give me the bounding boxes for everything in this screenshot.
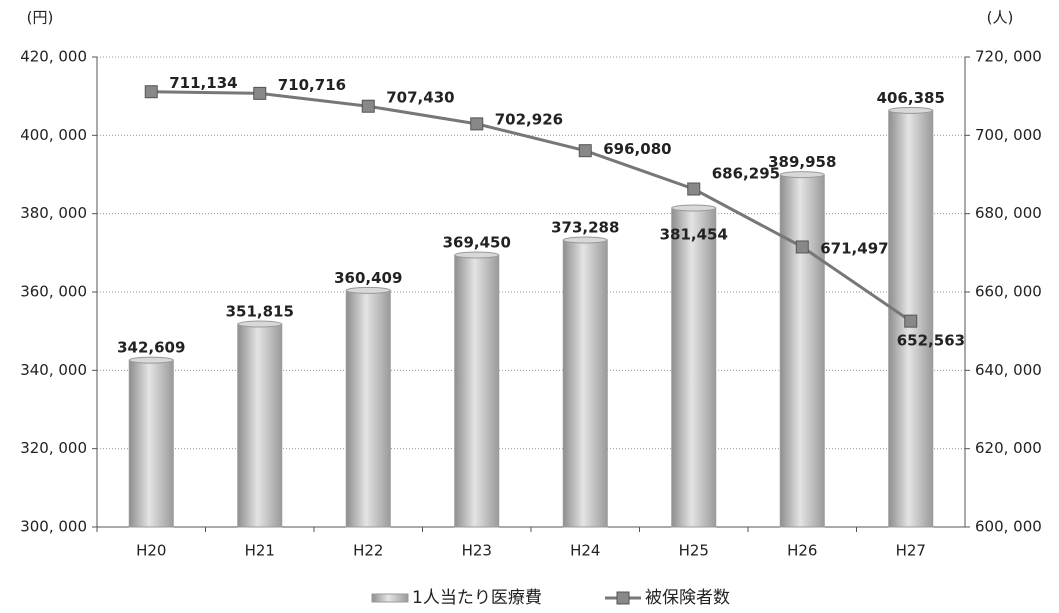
- line: [151, 90, 912, 323]
- x-tick-label: H26: [787, 542, 817, 560]
- line-value-label: 671,497: [820, 239, 888, 257]
- bar-cap: [671, 204, 717, 212]
- line-marker: [361, 99, 375, 113]
- y2-tick-label: 680, 000: [975, 204, 1042, 222]
- bar-value-label: 351,815: [226, 303, 294, 321]
- bar: [345, 289, 391, 528]
- x-tick-label: H27: [896, 542, 926, 560]
- bar-cap: [128, 356, 174, 364]
- line-value-label: 652,563: [897, 332, 965, 350]
- bar-value-label: 360,409: [334, 269, 402, 287]
- bar: [671, 207, 717, 528]
- line-value-label: 710,716: [278, 76, 346, 94]
- y2-unit: (人): [987, 9, 1014, 27]
- bar-value-label: 389,958: [768, 153, 836, 171]
- legend-label: 1人当たり医療費: [412, 588, 542, 608]
- bar-cap: [562, 236, 608, 244]
- y-tick-label: 360, 000: [20, 283, 87, 301]
- line-value-label: 696,080: [603, 140, 671, 158]
- line-value-label: 711,134: [169, 74, 237, 92]
- y-unit: (円): [27, 9, 54, 27]
- bar: [128, 359, 174, 528]
- x-tick-label: H22: [353, 542, 383, 560]
- y2-tick-label: 660, 000: [975, 283, 1042, 301]
- line-marker: [144, 85, 158, 99]
- y-tick-label: 300, 000: [20, 518, 87, 536]
- y-tick-label: 420, 000: [20, 48, 87, 66]
- y-tick-label: 340, 000: [20, 361, 87, 379]
- y2-tick-label: 620, 000: [975, 439, 1042, 457]
- bar-value-label: 373,288: [551, 218, 619, 236]
- y2-tick-label: 600, 000: [975, 518, 1042, 536]
- y-tick-label: 400, 000: [20, 126, 87, 144]
- x-tick-label: H24: [570, 542, 600, 560]
- legend-label: 被保険者数: [645, 588, 730, 608]
- bar: [779, 174, 825, 528]
- bar-value-label: 406,385: [877, 89, 945, 107]
- bar-cap: [345, 286, 391, 294]
- bar-value-label: 381,454: [660, 225, 728, 243]
- y-tick-label: 380, 000: [20, 204, 87, 222]
- x-tick-label: H20: [136, 542, 166, 560]
- line-value-label: 707,430: [386, 89, 454, 107]
- bar: [454, 254, 500, 528]
- y2-tick-label: 640, 000: [975, 361, 1042, 379]
- line-marker: [253, 86, 267, 100]
- line-marker: [470, 117, 484, 131]
- bar-cap: [237, 320, 283, 328]
- bar: [237, 323, 283, 528]
- x-tick-label: H21: [245, 542, 275, 560]
- bar-cap: [454, 251, 500, 259]
- bar: [562, 239, 608, 528]
- y-tick-label: 320, 000: [20, 439, 87, 457]
- legend-swatch: [616, 591, 630, 605]
- bar-value-label: 342,609: [117, 339, 185, 357]
- line-marker: [578, 144, 592, 158]
- bar-cap: [779, 171, 825, 179]
- line-marker: [795, 240, 809, 254]
- x-tick-label: H23: [462, 542, 492, 560]
- bar-cap: [888, 106, 934, 114]
- y2-tick-label: 700, 000: [975, 126, 1042, 144]
- y2-tick-label: 720, 000: [975, 48, 1042, 66]
- legend-swatch: [371, 593, 409, 603]
- line-marker: [687, 182, 701, 196]
- line-value-label: 686,295: [712, 165, 780, 183]
- bar-value-label: 369,450: [443, 233, 511, 251]
- x-tick-label: H25: [679, 542, 709, 560]
- line-marker: [904, 314, 918, 328]
- line-value-label: 702,926: [495, 110, 563, 128]
